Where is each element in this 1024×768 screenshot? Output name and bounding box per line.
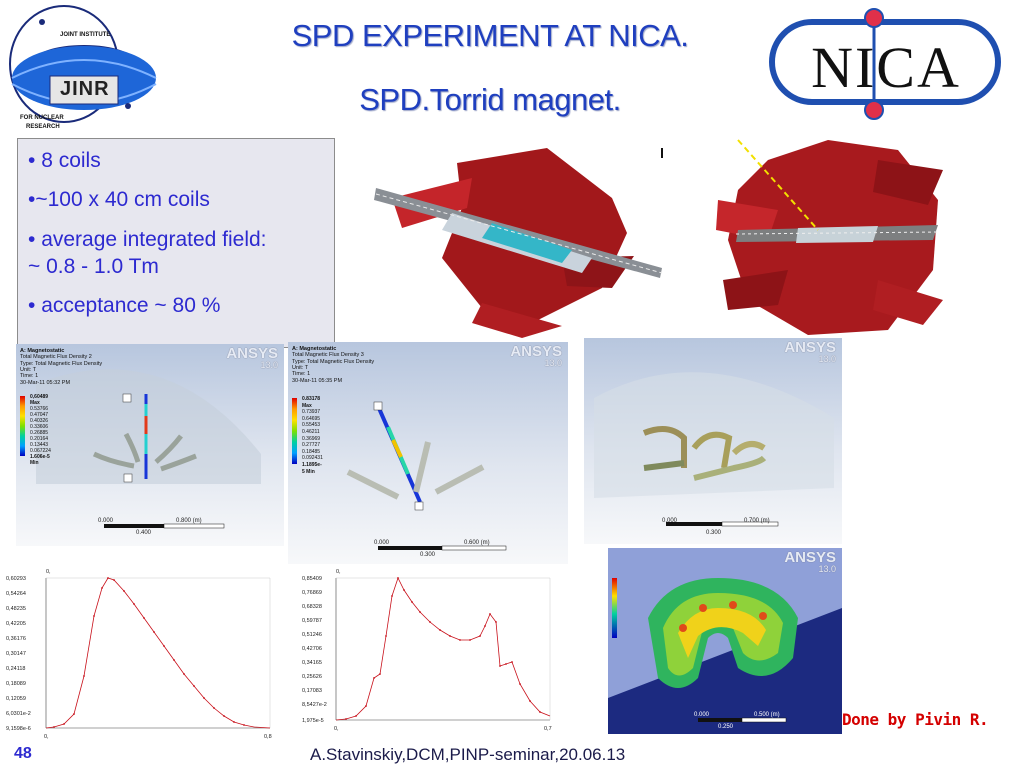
jinr-center-text: JINR bbox=[60, 78, 110, 100]
y-tick: 0,48235 bbox=[6, 606, 26, 612]
scale-end: 0.500 (m) bbox=[754, 712, 780, 718]
y-tick: 1,975e-5 bbox=[302, 718, 324, 724]
y-tick: 6,0301e-2 bbox=[6, 711, 31, 717]
scale-start: 0.000 bbox=[98, 518, 114, 524]
scale-mid: 0.400 bbox=[136, 530, 152, 536]
scale-mid: 0.300 bbox=[420, 552, 436, 558]
coils-render: ANSYS 13.0 0.000 0.300 0.700 (m) bbox=[584, 338, 842, 544]
y-tick: 0,59787 bbox=[302, 618, 322, 624]
nica-logo: NICA bbox=[768, 6, 1024, 124]
scale-end: 0.600 (m) bbox=[464, 540, 490, 546]
magnet-render-1 bbox=[372, 138, 664, 344]
y-tick: 0,76869 bbox=[302, 590, 322, 596]
sim-info: A: Magnetostatic Total Magnetic Flux Den… bbox=[20, 348, 103, 386]
jinr-logo: JOINT INSTITUTE JINR FOR NUCLEAR RESEARC… bbox=[2, 2, 162, 134]
nica-logo-text: NICA bbox=[811, 35, 961, 100]
scale-start: 0.000 bbox=[694, 712, 710, 718]
y-tick: 0,18089 bbox=[6, 681, 26, 687]
bullet-box: • 8 coils •~100 x 40 cm coils • average … bbox=[17, 138, 335, 348]
y-tick: 0,36176 bbox=[6, 636, 26, 642]
flux-simulation-1: ANSYS 13.0 A: Magnetostatic Total Magneti… bbox=[16, 344, 284, 546]
x-tick: 0,8 bbox=[264, 734, 272, 740]
y-tick: 0,24118 bbox=[6, 666, 25, 672]
y-tick: 0,12059 bbox=[6, 696, 26, 702]
y-tick: 0,51246 bbox=[302, 632, 322, 638]
y-tick: 0,85409 bbox=[302, 576, 322, 582]
field-plot-1: 0,60293 0,54264 0,48235 0,42205 0,36176 … bbox=[4, 566, 276, 744]
y-tick: 0,42706 bbox=[302, 646, 322, 652]
y-tick: 0,17083 bbox=[302, 688, 322, 694]
page-title: SPD EXPERIMENT AT NICA. bbox=[291, 18, 689, 53]
magnet-render-2 bbox=[708, 130, 948, 342]
y-tick: 9,1598e-6 bbox=[6, 726, 31, 732]
bullet-item: •~100 x 40 cm coils bbox=[28, 188, 210, 212]
ansys-logo: ANSYS 13.0 bbox=[226, 345, 278, 370]
scale-mid: 0.250 bbox=[718, 724, 734, 730]
y-top-label: 0, bbox=[336, 569, 341, 575]
scale-end: 0.800 (m) bbox=[176, 518, 202, 524]
page-number: 48 bbox=[14, 745, 32, 762]
x-tick: 0, bbox=[334, 726, 339, 732]
flux-simulation-2: ANSYS 13.0 A: Magnetostatic Total Magneti… bbox=[288, 342, 568, 564]
y-tick: 8,5427e-2 bbox=[302, 702, 327, 708]
x-tick: 0,7 bbox=[544, 726, 552, 732]
x-tick: 0, bbox=[44, 734, 49, 740]
y-tick: 0,54264 bbox=[6, 591, 26, 597]
scale-start: 0.000 bbox=[662, 518, 678, 524]
ansys-logo: ANSYS 13.0 bbox=[510, 343, 562, 368]
sim-info: A: Magnetostatic Total Magnetic Flux Den… bbox=[292, 346, 375, 384]
y-tick: 0,60293 bbox=[6, 576, 26, 582]
y-tick: 0,34165 bbox=[302, 660, 322, 666]
field-cross-section: ANSYS 13.0 0.000 0.250 0.500 (m) bbox=[608, 548, 842, 734]
bullet-item: • average integrated field: ~ 0.8 - 1.0 T… bbox=[28, 227, 267, 278]
scale-end: 0.700 (m) bbox=[744, 518, 770, 524]
ansys-logo: ANSYS 13.0 bbox=[784, 339, 836, 364]
jinr-bottom-text-1: FOR NUCLEAR bbox=[20, 115, 64, 121]
footer-citation: A.Stavinskiy,DCM,PINP-seminar,20.06.13 bbox=[310, 745, 626, 764]
y-top-label: 0, bbox=[46, 569, 51, 575]
credit-text: Done by Pivin R. bbox=[842, 710, 989, 729]
ansys-logo: ANSYS 13.0 bbox=[784, 549, 836, 574]
scale-start: 0.000 bbox=[374, 540, 390, 546]
page-subtitle: SPD.Torrid magnet. bbox=[359, 82, 621, 117]
jinr-top-text: JOINT INSTITUTE bbox=[60, 32, 111, 38]
y-tick: 0,25626 bbox=[302, 674, 322, 680]
y-tick: 0,30147 bbox=[6, 651, 26, 657]
bullet-item: • 8 coils bbox=[28, 149, 101, 172]
jinr-bottom-text-2: RESEARCH bbox=[26, 124, 60, 130]
y-tick: 0,42205 bbox=[6, 621, 26, 627]
bullet-item: • acceptance ~ 80 % bbox=[28, 294, 221, 318]
scale-mid: 0.300 bbox=[706, 530, 722, 536]
y-tick: 0,68328 bbox=[302, 604, 322, 610]
field-plot-2: 0,85409 0,76869 0,68328 0,59787 0,51246 … bbox=[300, 566, 556, 738]
